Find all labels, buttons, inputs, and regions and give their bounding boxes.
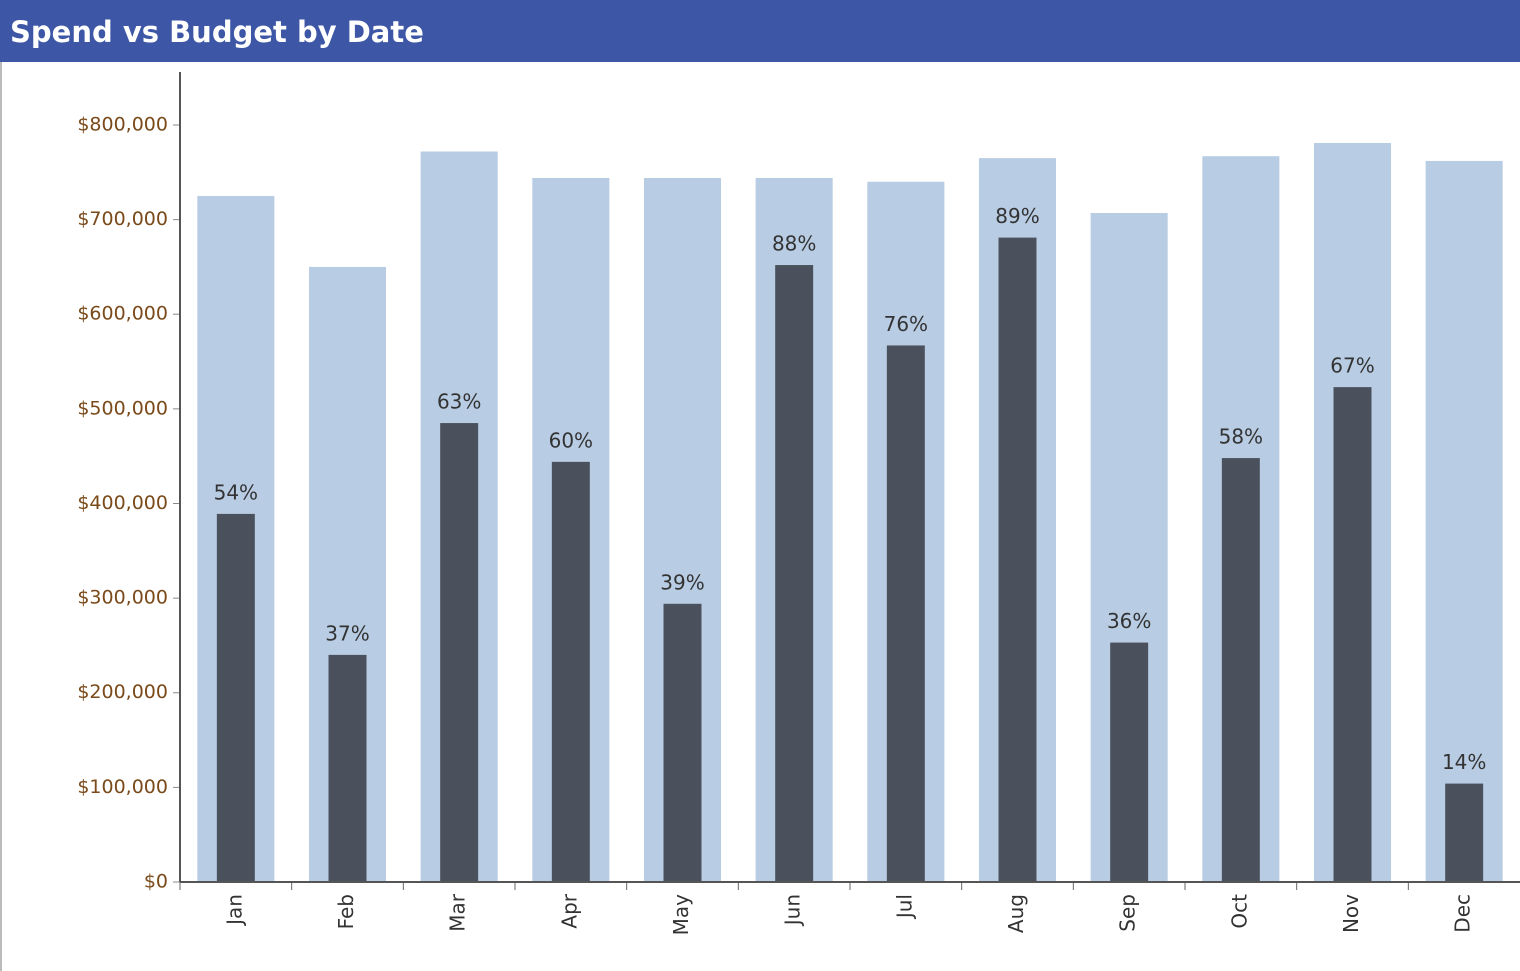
x-tick-label: Oct	[1227, 894, 1251, 929]
data-label: 89%	[995, 204, 1039, 228]
y-tick-label: $400,000	[77, 492, 168, 514]
header-bar	[0, 0, 1520, 62]
data-label: 63%	[437, 390, 481, 414]
data-label: 36%	[1107, 609, 1151, 633]
bar	[440, 423, 479, 882]
x-tick-label: Feb	[334, 894, 358, 929]
x-tick-label: Jan	[222, 894, 246, 927]
x-tick-label: Mar	[446, 893, 470, 932]
data-label: 76%	[884, 312, 928, 336]
chart-title: Spend vs Budget by Date	[10, 15, 424, 49]
bar	[328, 654, 367, 882]
y-tick-label: $100,000	[77, 776, 168, 798]
bar	[1333, 387, 1372, 882]
data-label: 60%	[549, 428, 593, 452]
x-tick-label: Sep	[1116, 894, 1140, 932]
x-tick-label: Jul	[892, 894, 916, 920]
data-label: 37%	[325, 621, 369, 645]
data-label: 14%	[1442, 750, 1486, 774]
data-label: 39%	[660, 570, 704, 594]
bar	[998, 237, 1037, 882]
data-label: 58%	[1219, 425, 1263, 449]
y-tick-label: $800,000	[77, 113, 168, 135]
y-tick-label: $300,000	[77, 587, 168, 609]
x-tick-label: Aug	[1004, 894, 1028, 933]
data-label: 88%	[772, 232, 816, 256]
x-tick-label: Dec	[1451, 894, 1475, 933]
bar	[886, 345, 925, 883]
y-tick-label: $600,000	[77, 303, 168, 325]
y-tick-label: $200,000	[77, 681, 168, 703]
bar	[1221, 458, 1260, 882]
x-tick-label: Nov	[1339, 894, 1363, 933]
bar	[551, 461, 590, 882]
bar	[663, 603, 702, 882]
data-label: 54%	[214, 480, 258, 504]
bar	[1110, 642, 1149, 882]
bar	[216, 513, 255, 882]
bar	[775, 265, 814, 883]
bar	[1425, 160, 1503, 882]
y-tick-label: $0	[144, 871, 168, 893]
x-tick-label: Jun	[781, 894, 805, 927]
y-tick-label: $500,000	[77, 397, 168, 419]
bar	[1445, 783, 1484, 882]
y-tick-label: $700,000	[77, 208, 168, 230]
x-tick-label: Apr	[557, 893, 581, 928]
data-label: 67%	[1330, 354, 1374, 378]
x-tick-label: May	[669, 894, 693, 936]
